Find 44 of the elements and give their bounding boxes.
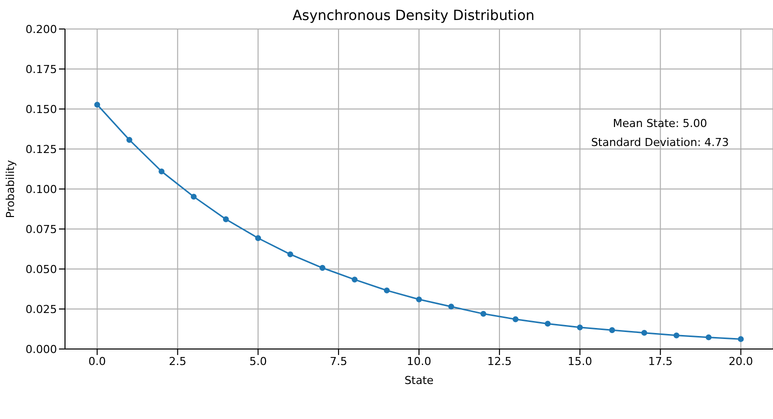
x-tick-label: 10.0: [406, 354, 432, 368]
point: [448, 304, 454, 310]
y-tick-label: 0.150: [26, 102, 57, 116]
y-tick-label: 0.175: [26, 62, 57, 76]
point: [287, 251, 294, 258]
point: [576, 324, 583, 330]
y-axis-title: Probability: [4, 159, 17, 218]
point: [94, 102, 100, 108]
x-tick-label: 12.5: [487, 354, 512, 368]
x-axis-title: State: [404, 374, 434, 387]
annotation: Standard Deviation: 4.73: [590, 135, 730, 151]
point: [512, 316, 518, 322]
point: [126, 136, 132, 143]
point: [641, 330, 648, 336]
y-tick-label: 0.025: [26, 302, 57, 316]
point: [738, 336, 744, 342]
x-tick-label: 2.5: [168, 354, 186, 368]
point: [255, 235, 262, 242]
point: [320, 264, 326, 271]
point: [190, 194, 197, 200]
x-tick-label: 20.0: [728, 354, 754, 368]
y-tick-label: 0.100: [26, 182, 57, 196]
point: [352, 276, 358, 283]
y-tick-label: 0.200: [26, 22, 57, 36]
point: [416, 296, 422, 302]
x-tick-label: 7.5: [330, 354, 348, 368]
x-tick-label: 5.0: [249, 354, 267, 368]
point: [544, 320, 551, 327]
point: [384, 287, 390, 294]
annotation: Mean State: 5.00: [612, 116, 708, 132]
x-tick-label: 17.5: [648, 354, 673, 368]
y-tick-label: 0.125: [26, 142, 57, 156]
x-tick-label: 15.0: [568, 354, 592, 368]
point: [158, 168, 164, 174]
x-tick-label: 0.0: [88, 354, 106, 368]
point: [480, 310, 486, 317]
chart-title: Asynchronous Density Distribution: [291, 8, 536, 24]
y-tick-label: 0.050: [26, 262, 57, 276]
y-tick-label: 0.000: [26, 342, 57, 356]
point: [674, 332, 680, 338]
y-tick-label: 0.075: [26, 222, 57, 236]
point: [222, 216, 229, 222]
point: [609, 327, 616, 334]
point: [706, 334, 712, 340]
